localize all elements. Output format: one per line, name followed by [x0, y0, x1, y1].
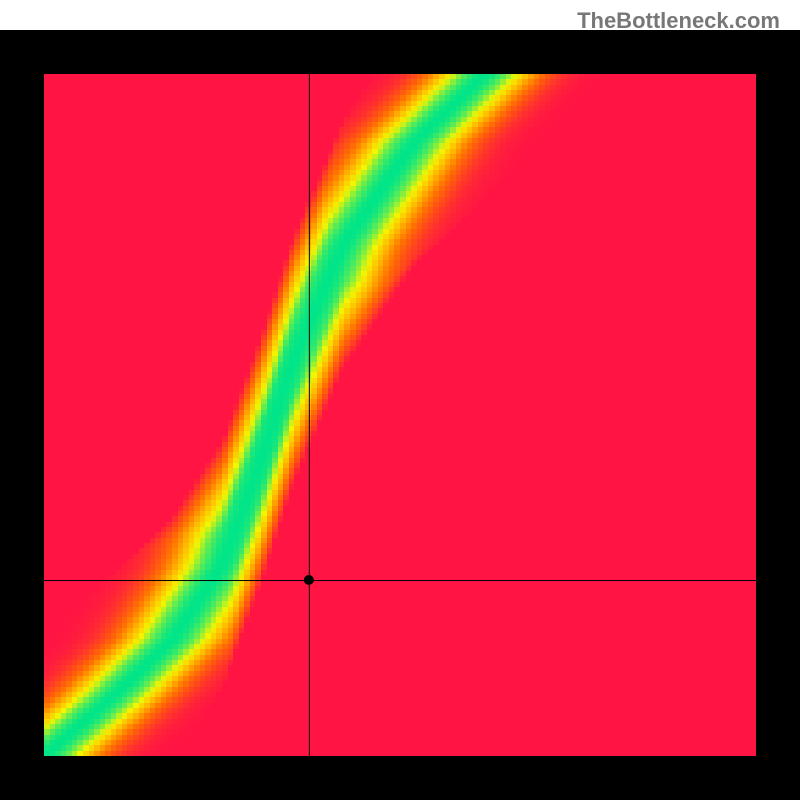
- chart-canvas-wrap: [0, 30, 800, 800]
- heatmap-canvas: [0, 30, 800, 800]
- chart-container: TheBottleneck.com: [0, 0, 800, 800]
- watermark-text: TheBottleneck.com: [577, 8, 780, 34]
